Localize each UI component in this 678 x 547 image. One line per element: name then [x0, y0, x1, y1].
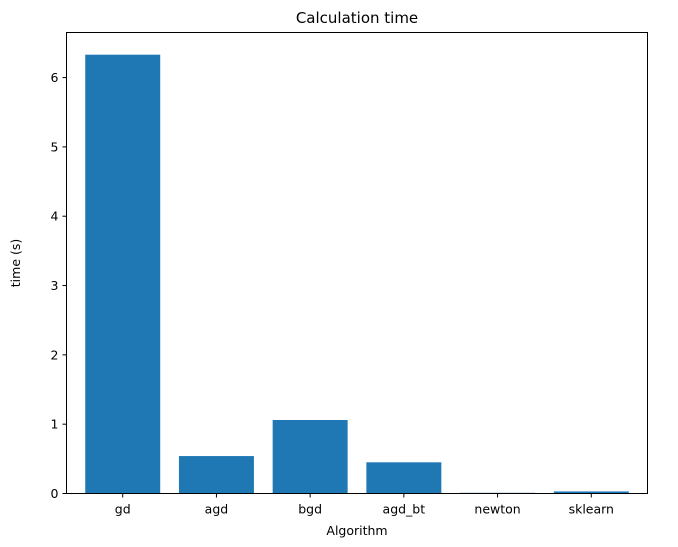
y-tick-label: 2: [51, 347, 59, 362]
y-axis-ticks: 0 1 2 3 4 5 6: [51, 70, 67, 501]
bars-group: [85, 54, 629, 494]
x-tick-label: gd: [115, 502, 131, 517]
y-tick-label: 5: [51, 139, 59, 154]
bar-gd: [85, 54, 161, 494]
bar-agd: [178, 456, 254, 494]
x-tick-label: newton: [474, 502, 520, 517]
bar-sklearn: [553, 491, 629, 494]
x-tick-label: agd: [205, 502, 229, 517]
chart-title: Calculation time: [296, 9, 418, 27]
y-axis-label: time (s): [8, 239, 23, 287]
y-tick-label: 0: [51, 486, 59, 501]
x-axis-label: Algorithm: [326, 523, 387, 538]
y-tick-label: 4: [51, 209, 59, 224]
y-tick-label: 1: [51, 417, 59, 432]
x-axis-ticks: gd agd bgd agd_bt newton sklearn: [115, 493, 614, 517]
x-tick-label: sklearn: [569, 502, 614, 517]
bar-bgd: [272, 420, 348, 494]
x-tick-label: agd_bt: [383, 502, 426, 517]
x-tick-label: bgd: [298, 502, 322, 517]
bar-agd_bt: [366, 462, 442, 494]
y-tick-label: 6: [51, 70, 59, 85]
plot-frame: [66, 32, 648, 494]
y-tick-label: 3: [51, 278, 59, 293]
